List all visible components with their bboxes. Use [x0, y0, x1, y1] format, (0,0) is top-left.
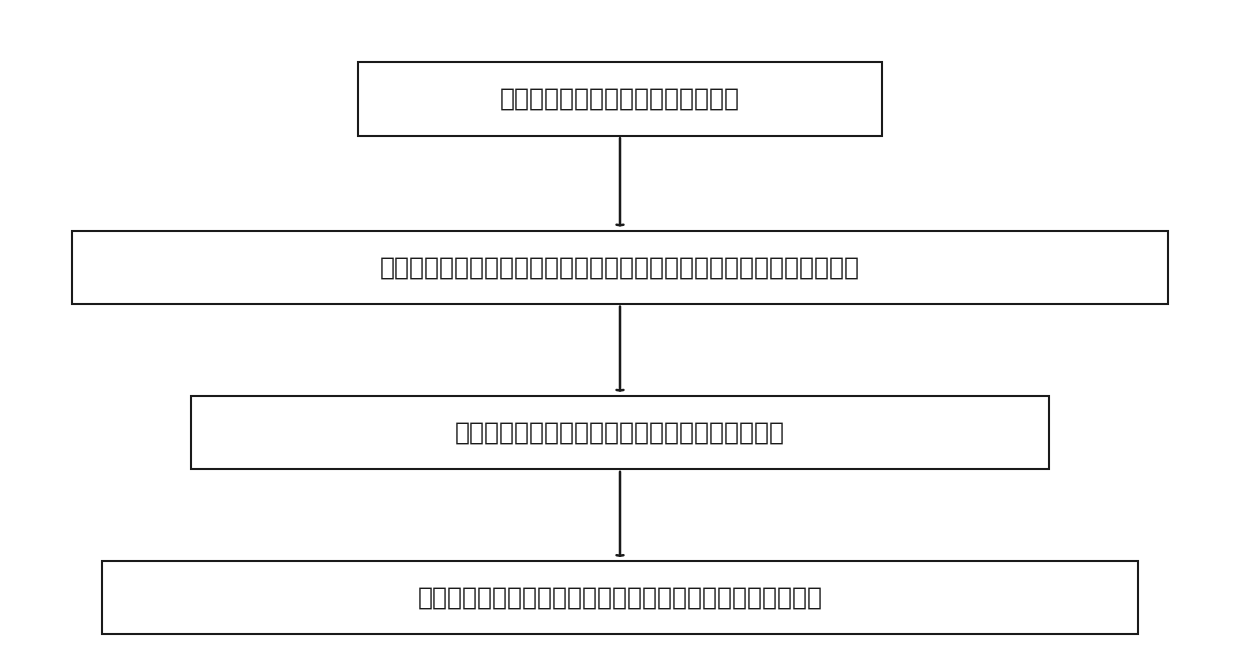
Bar — [191, 396, 1049, 469]
Text: 分时段控制储能系统工作状态系数来确定最优充放电功率方案: 分时段控制储能系统工作状态系数来确定最优充放电功率方案 — [418, 586, 822, 610]
Bar — [102, 561, 1138, 634]
Text: 随机模拟日前光伏实际出力并建立含有控制系数的机会约束规划跟踪模型: 随机模拟日前光伏实际出力并建立含有控制系数的机会约束规划跟踪模型 — [379, 256, 861, 279]
Bar — [72, 231, 1168, 304]
Text: 读取光伏电站和储能系统的预测数据: 读取光伏电站和储能系统的预测数据 — [500, 87, 740, 111]
Text: 采用模糊自适应控制方法确定目标功率的控制系数: 采用模糊自适应控制方法确定目标功率的控制系数 — [455, 420, 785, 445]
Bar — [358, 62, 882, 136]
